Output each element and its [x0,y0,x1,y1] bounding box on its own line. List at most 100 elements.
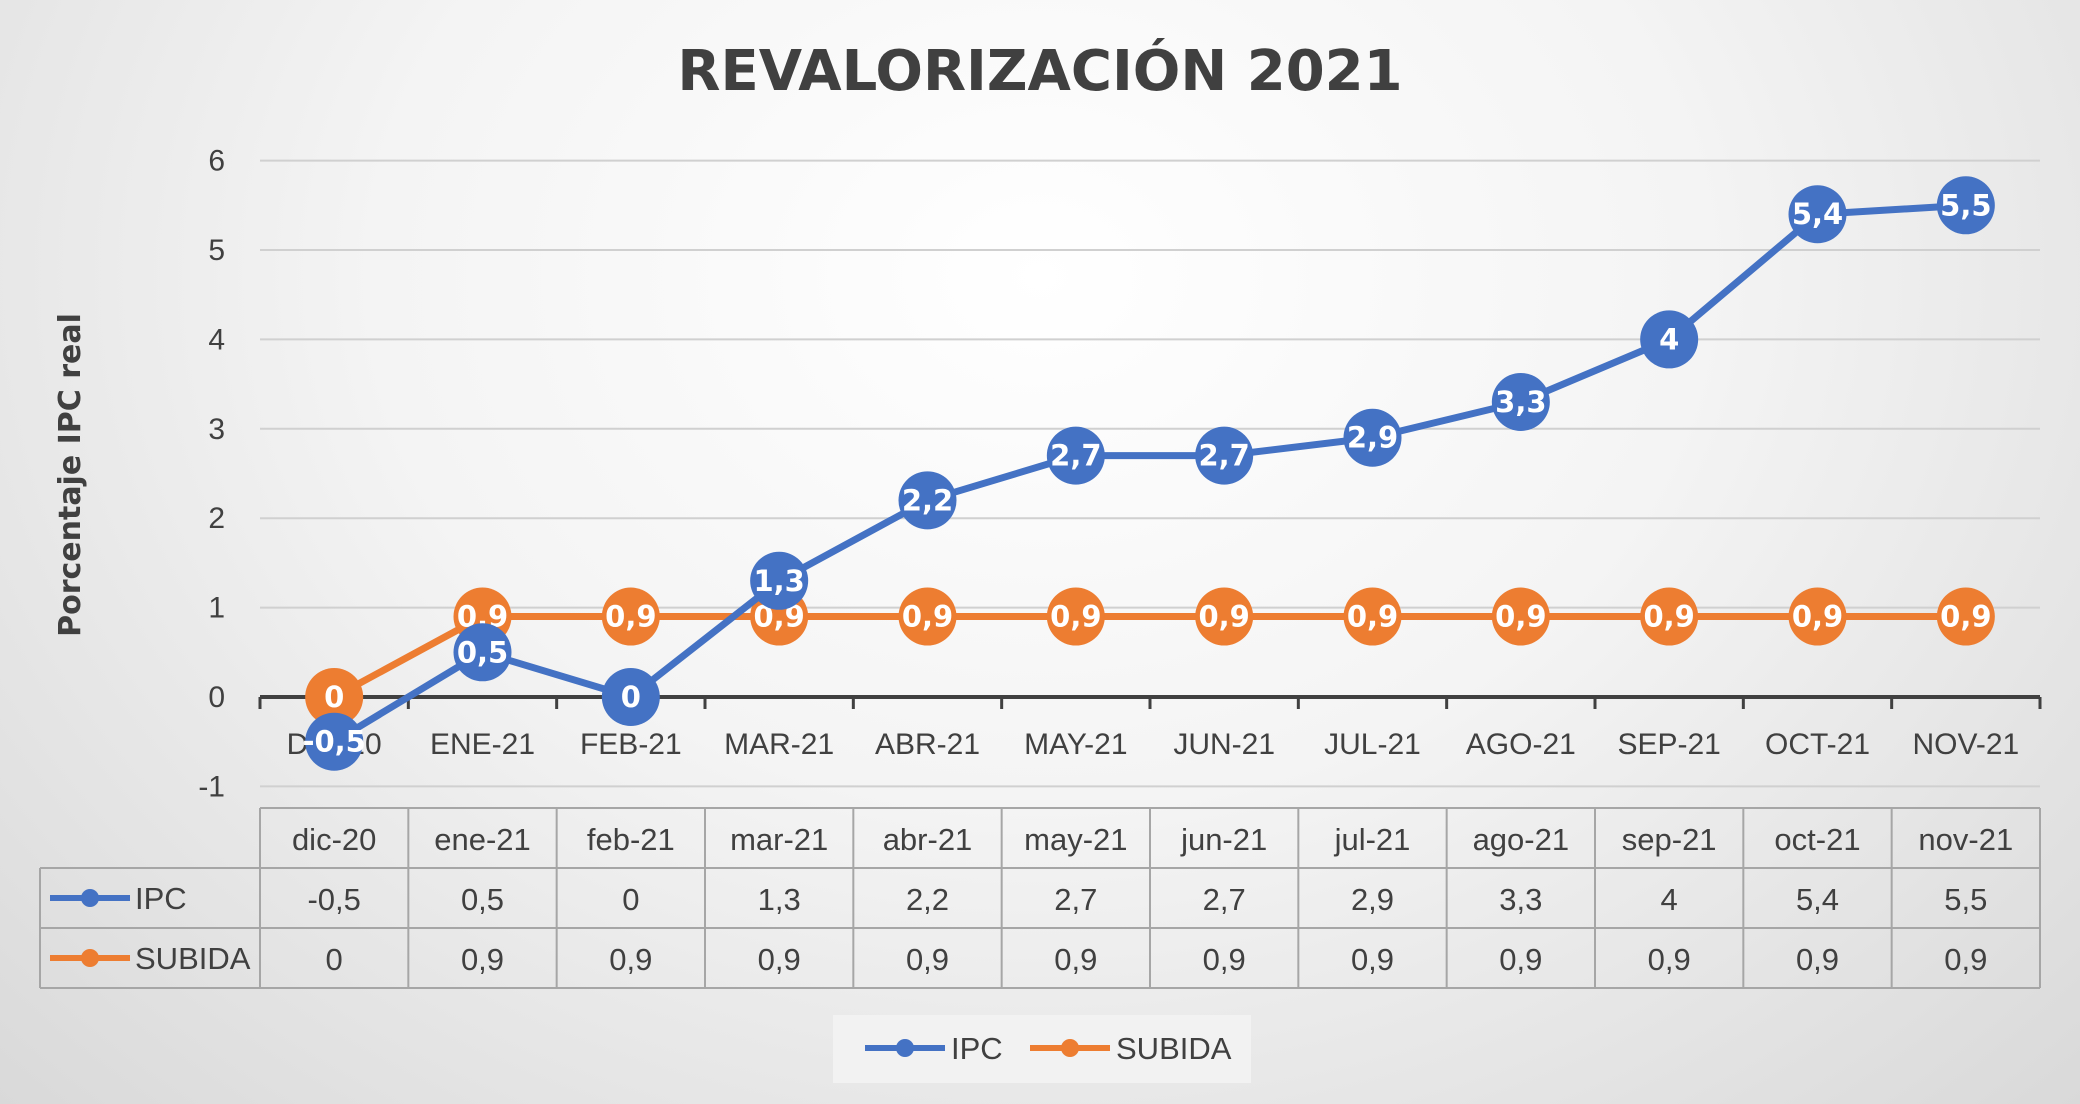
data-label: 2,2 [902,483,953,517]
table-row-key-ipc: IPC [50,881,187,916]
x-tick-label: OCT-21 [1765,728,1870,761]
table-cell: 2,2 [906,882,949,917]
data-point [1491,587,1550,646]
table-row-key-subida: SUBIDA [50,941,251,976]
legend-key-marker [1061,1039,1079,1057]
data-point [1343,408,1402,467]
data-point [1640,587,1699,646]
table-cell: 0,9 [1351,942,1394,977]
table-header-cell: sep-21 [1622,822,1717,857]
data-label: 0,9 [605,600,656,634]
table-cell: -0,5 [307,882,360,917]
gridlines [260,159,2040,788]
table-header-cell: jun-21 [1180,822,1267,857]
data-point [1640,310,1699,369]
table-cell: 0,9 [1944,942,1987,977]
data-label: 0,9 [1940,600,1991,634]
data-label: 0,9 [1792,600,1843,634]
data-label: -0,5 [302,725,365,759]
data-point [601,587,660,646]
table-cell: 0 [622,882,639,917]
table-cell: 5,4 [1796,882,1839,917]
table-cell: 2,7 [1054,882,1097,917]
data-label: 0,9 [1198,600,1249,634]
data-label: 2,7 [1198,439,1249,473]
data-point [1046,587,1105,646]
table-cell: 0,9 [609,942,652,977]
x-tick-label: MAY-21 [1024,728,1127,761]
data-label: 0,9 [1495,600,1546,634]
data-label: 2,7 [1050,439,1101,473]
table-header-cell: abr-21 [883,822,973,857]
series-ipc: -0,5 0,5 0 1,3 2,2 2,7 2,7 2,9 3,3 4 5,4 5,5 [302,176,1995,771]
data-label: 5,4 [1792,197,1843,231]
table-cell: 0,5 [461,882,504,917]
table-row-label: IPC [135,881,187,916]
table-header-cell: may-21 [1024,822,1127,857]
series-subida: 00,9 0,9 0,9 0,9 0,9 0,9 0,9 0,9 0,9 0,9 0,9 [305,587,1995,726]
data-label: 0,9 [902,600,953,634]
y-axis-label: Porcentaje IPC real [53,313,88,637]
data-label: 0,9 [1347,600,1398,634]
table-cell: 0,9 [758,942,801,977]
data-point [1195,587,1254,646]
table-cell: 2,7 [1203,882,1246,917]
y-tick-label: 0 [208,681,225,714]
table-cell: 2,9 [1351,882,1394,917]
table-cell: 1,3 [758,882,801,917]
data-point [750,551,809,610]
table-cell: 0,9 [1499,942,1542,977]
table-header-cell: oct-21 [1774,822,1860,857]
legend-key-marker [896,1039,914,1057]
x-tick-label: JUN-21 [1173,728,1275,761]
table-cell: 0 [326,942,343,977]
y-tick-label: 2 [208,502,225,535]
data-point [601,668,660,726]
x-tick-label: ENE-21 [430,728,535,761]
data-point [1936,176,1995,235]
y-tick-label: 3 [208,413,225,446]
legend-item-subida: SUBIDA [1030,1031,1232,1066]
x-tick-label: FEB-21 [580,728,682,761]
table-header-cell: nov-21 [1918,822,2013,857]
table-header-cell: mar-21 [730,822,828,857]
table-header-cell: jul-21 [1334,822,1411,857]
legend-label: IPC [951,1031,1003,1066]
data-label: 0 [621,680,641,714]
data-label: 0,9 [1643,600,1694,634]
data-label: 0 [324,680,344,714]
x-axis [258,695,2042,709]
table-cell: 0,9 [906,942,949,977]
series-layer: 00,9 0,9 0,9 0,9 0,9 0,9 0,9 0,9 0,9 0,9 0,9-0,50,… [302,176,1995,771]
x-tick-label: JUL-21 [1324,728,1421,761]
table-row-label: SUBIDA [135,941,251,976]
y-tick-label: 5 [208,234,225,267]
legend: IPC SUBIDA [833,1015,1251,1083]
table-cell: 4 [1661,882,1678,917]
data-label: 1,3 [753,564,804,598]
y-tick-label: 4 [208,323,225,356]
x-tick-label: AGO-21 [1466,728,1576,761]
table-header-cell: ago-21 [1473,822,1570,857]
data-point [305,668,364,726]
table-cell: 0,9 [1203,942,1246,977]
table-cell: 0,9 [1648,942,1691,977]
data-point [898,471,957,530]
table-header-cell: ene-21 [434,822,531,857]
legend-label: SUBIDA [1116,1031,1232,1066]
data-point [1343,587,1402,646]
data-label: 3,3 [1495,385,1546,419]
data-point [1788,587,1847,646]
table-header-cell: feb-21 [587,822,675,857]
data-point [1195,426,1254,485]
x-tick-label: MAR-21 [724,728,834,761]
data-point [1046,426,1105,485]
data-point [1788,185,1847,244]
legend-item-ipc: IPC [865,1031,1003,1066]
y-tick-label: 6 [208,145,225,178]
data-point [1491,372,1550,431]
data-point [898,587,957,646]
legend-key-marker [81,889,99,907]
table-cell: 0,9 [1054,942,1097,977]
